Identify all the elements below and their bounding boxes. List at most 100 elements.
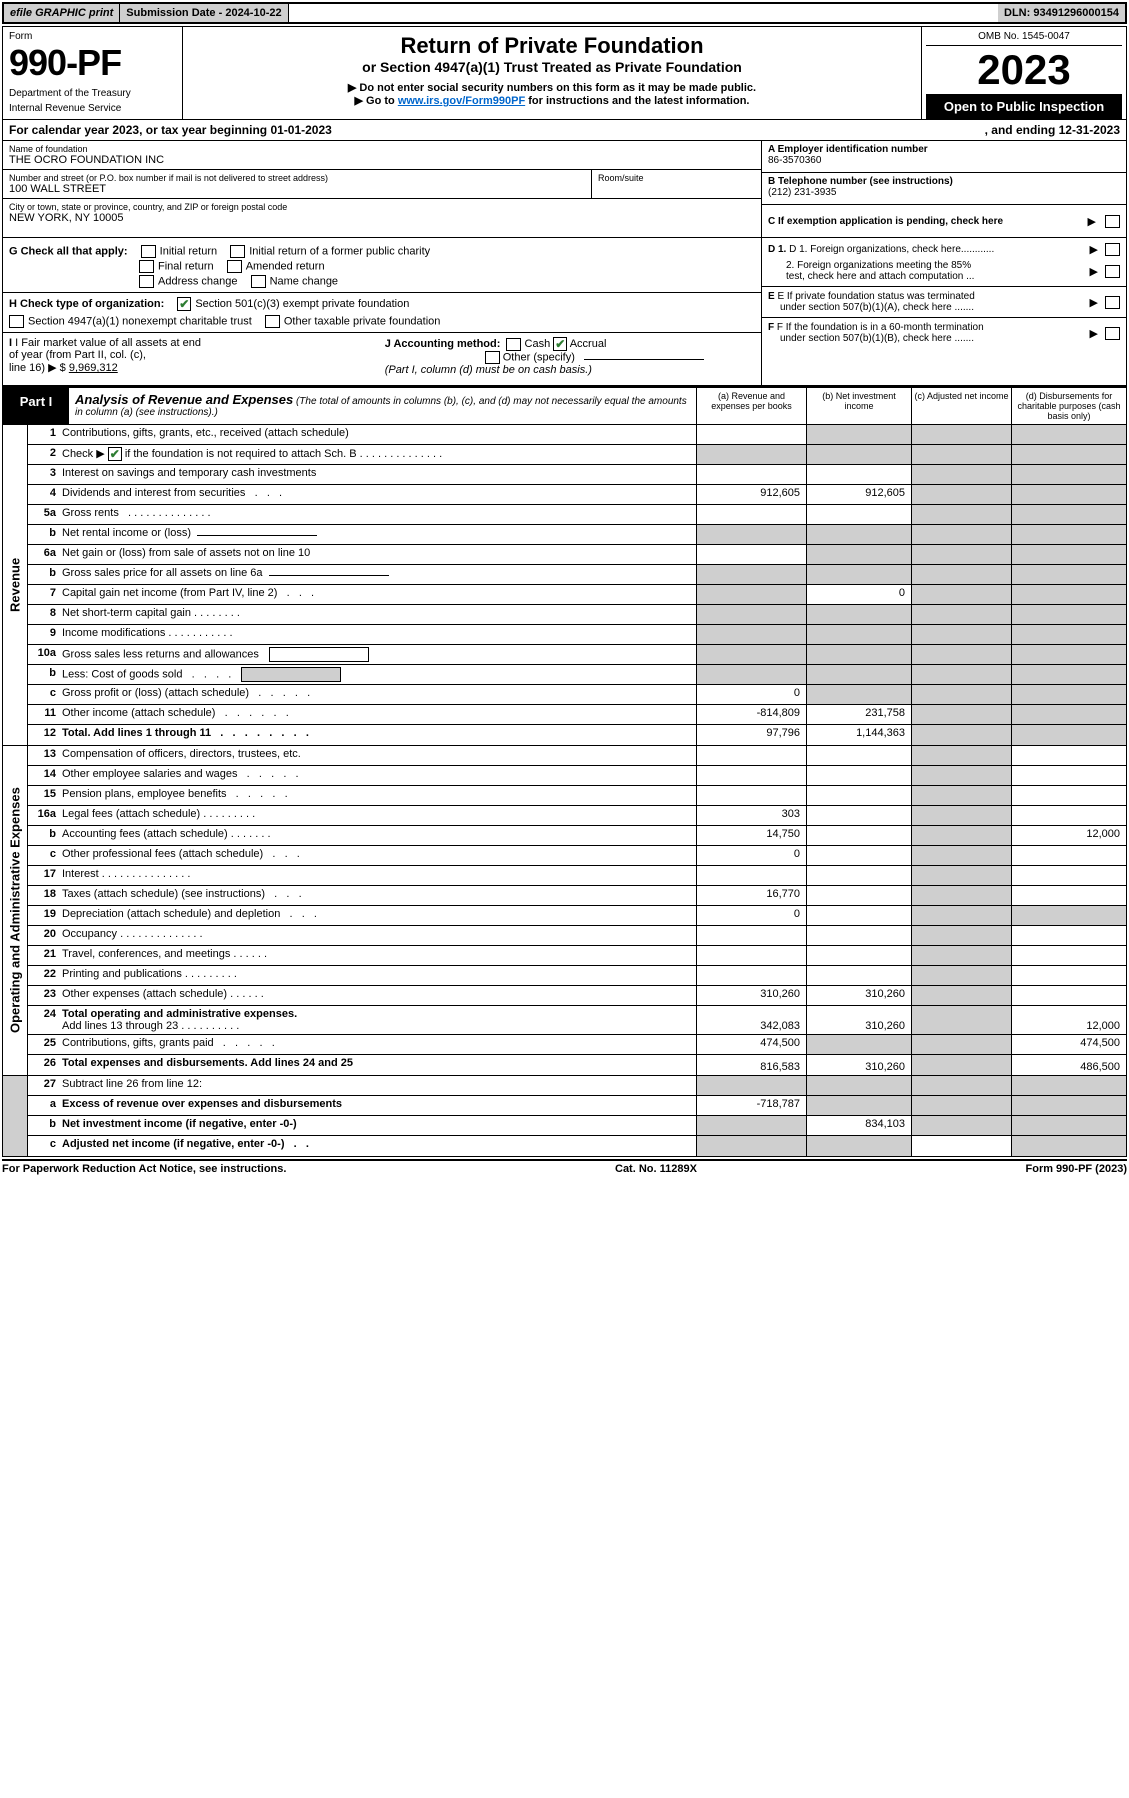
dln: DLN: 93491296000154 [998,4,1125,22]
tax-year: 2023 [926,46,1122,94]
note-goto: ▶ Go to www.irs.gov/Form990PF for instru… [191,94,913,107]
g-row: G Check all that apply: Initial return I… [9,245,755,258]
fmv-value: 9,969,312 [69,362,118,374]
checkbox-status-terminated[interactable] [1105,296,1120,309]
checkbox-foreign-85[interactable] [1105,265,1120,278]
checkbox-501c3[interactable] [177,297,191,311]
h-row: H Check type of organization: Section 50… [3,292,761,311]
form-word: Form [9,31,176,42]
checkbox-foreign-org[interactable] [1105,243,1120,256]
ein-value: 86-3570360 [768,155,1120,166]
address-row: Number and street (or P.O. box number if… [3,170,761,199]
d-e-f-block: D 1. D 1. Foreign organizations, check h… [761,238,1126,385]
note-ssn: ▶ Do not enter social security numbers o… [191,81,913,94]
checkbox-other-taxable[interactable] [265,315,280,328]
checkbox-initial-return[interactable] [141,245,156,258]
v-25a: 474,500 [696,1035,806,1054]
room-suite: Room/suite [591,170,761,198]
form-subtitle: or Section 4947(a)(1) Trust Treated as P… [191,59,913,75]
exemption-pending-row: C If exemption application is pending, c… [762,205,1126,237]
checkbox-schb-not-required[interactable] [108,447,122,461]
checkbox-address-change[interactable] [139,275,154,288]
expense-table: Operating and Administrative Expenses 13… [2,746,1127,1076]
j-accounting: J Accounting method: Cash Accrual Other … [385,337,704,376]
v-16ca: 0 [696,846,806,865]
v-26b: 310,260 [806,1055,911,1075]
topbar: efile GRAPHIC print Submission Date - 20… [2,2,1127,24]
foundation-name-row: Name of foundation THE OCRO FOUNDATION I… [3,141,761,170]
dept-treasury: Department of the Treasury [9,88,176,99]
v-24a: 342,083 [696,1006,806,1034]
v-26a: 816,583 [696,1055,806,1075]
paperwork-notice: For Paperwork Reduction Act Notice, see … [2,1163,286,1175]
v-27bb: 834,103 [806,1116,911,1135]
v-4b: 912,605 [806,485,911,504]
v-11b: 231,758 [806,705,911,724]
revenue-table: Revenue 1Contributions, gifts, grants, e… [2,425,1127,746]
v-16bd: 12,000 [1011,826,1126,845]
v-19a: 0 [696,906,806,925]
i-j-row: I I Fair market value of all assets at e… [3,332,761,376]
street-address: 100 WALL STREET [9,183,585,195]
form-ref: Form 990-PF (2023) [1026,1163,1127,1175]
checkbox-other-method[interactable] [485,351,500,364]
v-16ba: 14,750 [696,826,806,845]
checkbox-amended-return[interactable] [227,260,242,273]
entity-block: Name of foundation THE OCRO FOUNDATION I… [2,141,1127,238]
phone-value: (212) 231-3935 [768,187,1120,198]
line27-table: 27Subtract line 26 from line 12: aExcess… [2,1076,1127,1157]
revenue-vlabel: Revenue [3,425,27,745]
page-footer: For Paperwork Reduction Act Notice, see … [2,1159,1127,1175]
col-c-header: (c) Adjusted net income [911,388,1011,424]
col-d-header: (d) Disbursements for charitable purpose… [1011,388,1126,424]
v-27aa: -718,787 [696,1096,806,1115]
g-row-2: Final return Amended return [129,260,755,273]
arrow-icon: ▶ [1088,215,1096,228]
v-23b: 310,260 [806,986,911,1005]
v-12b: 1,144,363 [806,725,911,745]
v-10ca: 0 [696,685,806,704]
v-12a: 97,796 [696,725,806,745]
col-a-header: (a) Revenue and expenses per books [696,388,806,424]
open-to-public: Open to Public Inspection [926,94,1122,119]
header-title-block: Return of Private Foundation or Section … [183,27,921,119]
submission-date: Submission Date - 2024-10-22 [120,4,288,22]
form990pf-link[interactable]: www.irs.gov/Form990PF [398,95,525,107]
g-label: G Check all that apply: [9,245,128,257]
cat-no: Cat. No. 11289X [615,1163,697,1175]
expense-vlabel: Operating and Administrative Expenses [3,746,27,1075]
form-title: Return of Private Foundation [191,33,913,59]
form-number: 990-PF [9,42,176,84]
v-23a: 310,260 [696,986,806,1005]
city-state-zip: NEW YORK, NY 10005 [9,212,755,224]
v-24d: 12,000 [1011,1006,1126,1034]
checkbox-final-return[interactable] [139,260,154,273]
v-24b: 310,260 [806,1006,911,1034]
omb-number: OMB No. 1545-0047 [926,31,1122,46]
checkbox-initial-former[interactable] [230,245,245,258]
checkbox-cash[interactable] [506,338,521,351]
col-b-header: (b) Net investment income [806,388,911,424]
v-18a: 16,770 [696,886,806,905]
city-row: City or town, state or province, country… [3,199,761,227]
checkbox-60-month[interactable] [1105,327,1120,340]
v-26d: 486,500 [1011,1055,1126,1075]
checkbox-accrual[interactable] [553,337,567,351]
foundation-name: THE OCRO FOUNDATION INC [9,154,755,166]
checkbox-exemption-pending[interactable] [1105,215,1120,228]
v-25d: 474,500 [1011,1035,1126,1054]
h-row-2: Section 4947(a)(1) nonexempt charitable … [9,315,755,328]
phone-row: B Telephone number (see instructions) (2… [762,173,1126,205]
v-11a: -814,809 [696,705,806,724]
part1-tag: Part I [3,388,69,424]
check-section: G Check all that apply: Initial return I… [2,238,1127,386]
part1-header: Part I Analysis of Revenue and Expenses … [2,386,1127,425]
efile-label: efile GRAPHIC print [4,4,120,22]
h-label: H Check type of organization: [9,298,164,310]
checkbox-4947[interactable] [9,315,24,328]
dept-irs: Internal Revenue Service [9,103,176,114]
j-label: J Accounting method: [385,338,501,350]
form-header: Form 990-PF Department of the Treasury I… [2,26,1127,120]
checkbox-name-change[interactable] [251,275,266,288]
i-fmv: I I Fair market value of all assets at e… [9,337,345,374]
